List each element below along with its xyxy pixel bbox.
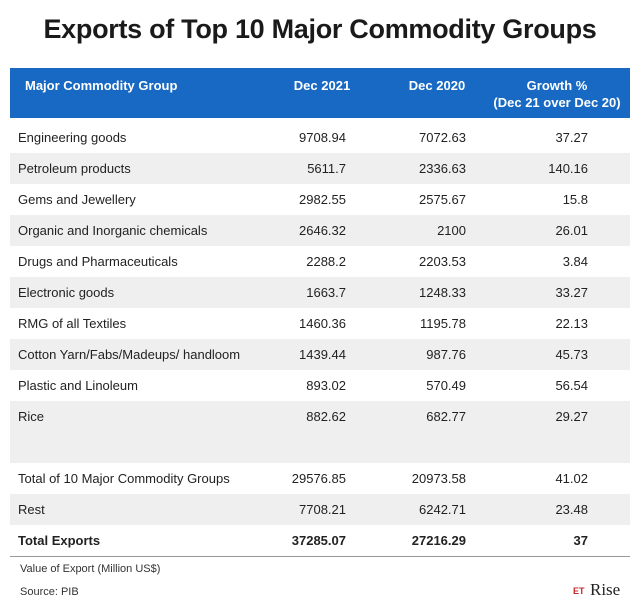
cell: Petroleum products xyxy=(18,161,131,176)
cell: 682.77 xyxy=(426,409,466,424)
cell: 56.54 xyxy=(555,378,588,393)
cell: 1195.78 xyxy=(419,316,466,331)
table-row xyxy=(10,494,630,525)
cell: Plastic and Linoleum xyxy=(18,378,138,393)
cell: 893.02 xyxy=(306,378,346,393)
cell: 29576.85 xyxy=(291,471,346,486)
cell: 1439.44 xyxy=(299,347,346,362)
cell: 987.76 xyxy=(426,347,466,362)
cell: 1663.7 xyxy=(306,285,346,300)
cell: Electronic goods xyxy=(18,285,115,300)
cell: 20973.58 xyxy=(411,471,466,486)
column-header: Growth % xyxy=(526,78,588,93)
table-row xyxy=(10,525,630,556)
cell: Total Exports xyxy=(18,533,101,548)
cell: 2336.63 xyxy=(419,161,466,176)
cell: 37.27 xyxy=(555,130,588,145)
note: Source: PIB xyxy=(20,586,79,598)
cell: 2575.67 xyxy=(419,192,466,207)
cell: 5611.7 xyxy=(307,161,346,176)
table-row xyxy=(10,122,630,153)
table-row xyxy=(10,339,630,370)
cell: 23.48 xyxy=(555,502,588,517)
cell: Drugs and Pharmaceuticals xyxy=(18,254,178,269)
logo-text: Rise xyxy=(590,580,621,599)
cell: 570.49 xyxy=(426,378,466,393)
cell: 33.27 xyxy=(555,285,588,300)
cell: 41.02 xyxy=(555,471,588,486)
logo-mark: ET xyxy=(573,586,585,596)
table-row xyxy=(10,153,630,184)
cell: 140.16 xyxy=(548,161,588,176)
cell: 2203.53 xyxy=(419,254,466,269)
table-row xyxy=(10,277,630,308)
table-header xyxy=(10,68,630,118)
table-row xyxy=(10,308,630,339)
cell: 2982.55 xyxy=(299,192,346,207)
cell: 1460.36 xyxy=(299,316,346,331)
table-row xyxy=(10,370,630,401)
cell: 3.84 xyxy=(562,254,588,269)
cell: Cotton Yarn/Fabs/Madeups/ handloom xyxy=(18,347,241,362)
rule xyxy=(10,556,630,557)
table-row xyxy=(10,215,630,246)
table-row xyxy=(10,246,630,277)
cell: Organic and Inorganic chemicals xyxy=(18,223,208,238)
cell: 15.8 xyxy=(562,192,588,207)
table-row xyxy=(10,184,630,215)
cell: 7708.21 xyxy=(299,502,346,517)
cell: Engineering goods xyxy=(18,130,127,145)
cell: Rice xyxy=(18,409,45,424)
cell: 26.01 xyxy=(555,223,588,238)
cell: 2288.2 xyxy=(306,254,346,269)
cell: 45.73 xyxy=(555,347,588,362)
cell: 22.13 xyxy=(555,316,588,331)
cell: 1248.33 xyxy=(419,285,466,300)
cell: Gems and Jewellery xyxy=(18,192,136,207)
cell: 2100 xyxy=(437,223,466,238)
cell: 7072.63 xyxy=(419,130,466,145)
table-row xyxy=(10,432,630,463)
cell: 29.27 xyxy=(555,409,588,424)
cell: 37 xyxy=(573,533,588,548)
title: Exports of Top 10 Major Commodity Groups xyxy=(43,14,597,44)
column-header: (Dec 21 over Dec 20) xyxy=(493,95,621,110)
cell: 6242.71 xyxy=(419,502,466,517)
cell: 9708.94 xyxy=(299,130,346,145)
cell: RMG of all Textiles xyxy=(18,316,127,331)
table-row xyxy=(10,463,630,494)
column-header: Dec 2020 xyxy=(408,78,466,93)
cell: Total of 10 Major Commodity Groups xyxy=(18,471,230,486)
note: Value of Export (Million US$) xyxy=(20,563,161,575)
table-row xyxy=(10,401,630,432)
cell: 2646.32 xyxy=(299,223,346,238)
column-header: Dec 2021 xyxy=(293,78,351,93)
cell: Rest xyxy=(18,502,45,517)
cell: 882.62 xyxy=(306,409,346,424)
cell: 27216.29 xyxy=(411,533,466,548)
cell: 37285.07 xyxy=(291,533,346,548)
column-header: Major Commodity Group xyxy=(25,78,178,93)
